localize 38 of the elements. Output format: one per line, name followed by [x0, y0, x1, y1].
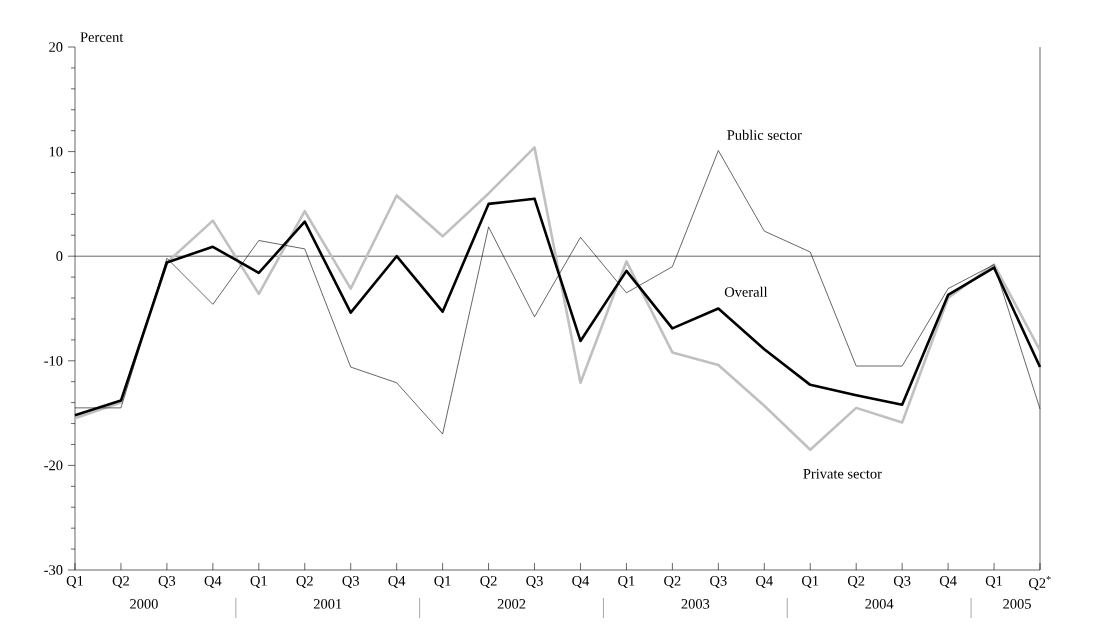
text: 2004: [865, 599, 894, 609]
y-tick-label: -30: [44, 565, 63, 575]
text: 2002: [497, 599, 526, 609]
x-tick-label: Q1: [66, 576, 83, 588]
x-tick-label: Q3: [158, 576, 176, 588]
text: 2001: [313, 599, 342, 609]
x-tick-label: Q4: [388, 576, 406, 588]
y-axis-title: Percent: [80, 32, 124, 42]
y-tick-label: 0: [56, 251, 63, 262]
y-tick-label: -20: [44, 460, 63, 471]
y-tick-label: -10: [44, 355, 63, 366]
x-tick-label: Q2: [847, 576, 865, 588]
x-tick-label: Q2: [480, 576, 497, 588]
x-tick-label: Q1: [250, 576, 267, 588]
series-label: Private sector: [803, 468, 882, 479]
x-tick-label: Q4: [572, 576, 590, 588]
x-tick-label: Q4: [939, 576, 957, 588]
y-tick-label: 20: [49, 42, 63, 52]
x-tick-label: Q2: [664, 576, 681, 588]
text: 2005: [1003, 599, 1031, 609]
series-label: Overall: [724, 286, 768, 297]
x-tick-label: Q2: [112, 576, 129, 588]
x-tick-label: Q2: [296, 576, 313, 588]
x-tick-label: Q3: [342, 576, 359, 588]
text: 2003: [681, 599, 710, 609]
x-tick-label: Q1: [434, 576, 451, 588]
x-tick-label: Q3: [710, 576, 727, 588]
x-tick-label: Q3: [526, 576, 543, 588]
text: 2000: [130, 599, 158, 609]
x-tick-label: Q2$^{*}$: [1029, 576, 1051, 591]
x-tick-label: Q3: [893, 576, 911, 588]
x-tick-label: Q1: [985, 576, 1003, 588]
x-tick-label: Q4: [756, 576, 773, 588]
y-tick-label: 10: [49, 146, 63, 157]
x-tick-label: Q1: [802, 576, 819, 588]
x-tick-label: Q1: [618, 576, 635, 588]
series-label: Public sector: [727, 129, 802, 140]
x-tick-label: Q4: [204, 576, 222, 588]
